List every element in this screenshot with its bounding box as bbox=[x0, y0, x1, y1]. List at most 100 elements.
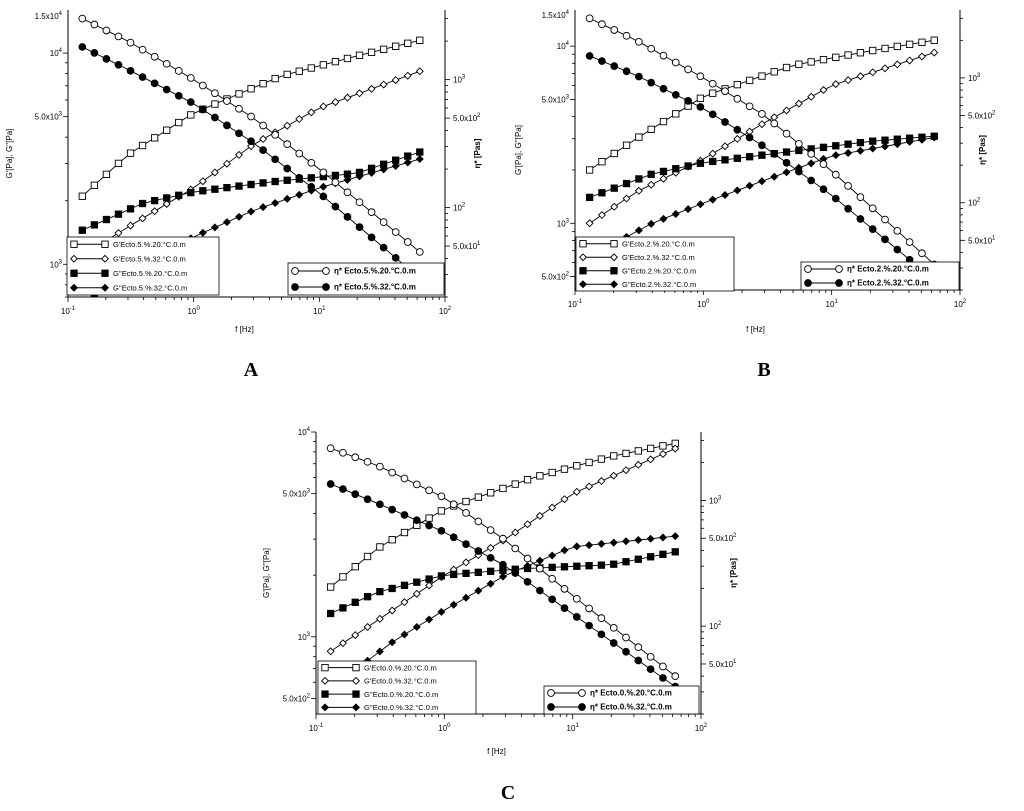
data-point bbox=[560, 563, 569, 571]
data-point bbox=[844, 148, 853, 157]
data-point bbox=[684, 162, 692, 170]
data-point bbox=[523, 554, 532, 563]
data-point bbox=[622, 141, 631, 149]
data-point bbox=[844, 51, 852, 59]
chart-panel-a: 10-1 100 101 102 1.5x104 104 5.0x103 103 103 5.0x… bbox=[5, 10, 482, 381]
data-point bbox=[647, 78, 656, 87]
data-point bbox=[331, 57, 340, 66]
data-point bbox=[844, 76, 853, 85]
data-point bbox=[138, 214, 147, 223]
data-point bbox=[795, 167, 803, 176]
data-point bbox=[223, 97, 231, 105]
y-tick-label: 1.5x104 bbox=[35, 11, 63, 21]
legend-moduli: G'Ecto.5.%.20.°C.0.m G'Ecto.5.%.32.°C.0.m… bbox=[66, 236, 220, 296]
data-point bbox=[363, 593, 372, 601]
data-point bbox=[175, 118, 183, 127]
legend-frame bbox=[287, 262, 445, 296]
data-point bbox=[597, 477, 606, 486]
data-point bbox=[425, 615, 434, 624]
data-point bbox=[893, 245, 902, 254]
data-point bbox=[376, 500, 384, 509]
data-point bbox=[869, 137, 877, 145]
data-point bbox=[585, 166, 594, 174]
x-tick-label: 100 bbox=[438, 723, 451, 733]
legend-viscosity: η* Ecto.5.%.20.°C.0.m η* Ecto.5.%.32.°C.0… bbox=[287, 262, 445, 296]
data-point bbox=[893, 60, 902, 69]
data-point bbox=[671, 548, 679, 556]
x-tick-label: 10-1 bbox=[568, 299, 583, 309]
data-point bbox=[622, 67, 631, 76]
data-point bbox=[560, 584, 569, 593]
data-point bbox=[223, 121, 231, 130]
data-point bbox=[339, 448, 347, 457]
data-point bbox=[474, 547, 483, 555]
data-point bbox=[598, 189, 606, 197]
data-point bbox=[351, 631, 360, 640]
data-point bbox=[367, 168, 376, 177]
data-point bbox=[391, 161, 400, 170]
y2-tick-label: 102 bbox=[968, 198, 981, 208]
data-point bbox=[150, 196, 159, 205]
data-point bbox=[634, 656, 643, 665]
data-point bbox=[905, 238, 914, 246]
data-point bbox=[338, 639, 347, 648]
data-point bbox=[585, 52, 594, 60]
data-point bbox=[376, 462, 384, 471]
data-point bbox=[412, 589, 421, 598]
data-point bbox=[671, 672, 680, 681]
data-point bbox=[355, 198, 364, 207]
data-point bbox=[597, 455, 606, 463]
data-point bbox=[211, 100, 219, 108]
data-point bbox=[339, 573, 347, 581]
data-point bbox=[283, 194, 292, 203]
data-point bbox=[363, 495, 372, 504]
data-point bbox=[425, 581, 434, 590]
data-point bbox=[536, 472, 544, 480]
data-point bbox=[400, 581, 409, 589]
series-3 bbox=[326, 548, 679, 618]
data-point bbox=[388, 536, 396, 544]
data-point bbox=[425, 514, 433, 522]
data-point bbox=[918, 38, 926, 46]
data-point bbox=[794, 99, 803, 108]
legend-marker bbox=[579, 253, 587, 262]
x-axis-title: f [Hz] bbox=[746, 325, 765, 334]
data-point bbox=[831, 170, 840, 179]
series-1 bbox=[326, 439, 679, 591]
data-point bbox=[597, 561, 606, 569]
data-point bbox=[597, 614, 606, 622]
data-point bbox=[391, 253, 400, 262]
data-point bbox=[326, 480, 335, 488]
data-point bbox=[486, 579, 495, 588]
data-point bbox=[635, 37, 643, 46]
data-point bbox=[610, 149, 618, 158]
data-point bbox=[175, 191, 183, 199]
data-point bbox=[403, 71, 412, 80]
legend-marker bbox=[835, 279, 843, 287]
legend-label: G''Ecto.2.%.20.°C.0.m bbox=[622, 266, 696, 275]
data-point bbox=[807, 92, 816, 101]
data-point bbox=[271, 155, 280, 164]
y-tick-label: 104 bbox=[50, 48, 63, 58]
data-point bbox=[437, 526, 446, 535]
data-point bbox=[832, 53, 840, 61]
data-point bbox=[745, 133, 754, 142]
data-point bbox=[295, 173, 304, 182]
data-point bbox=[708, 149, 717, 158]
data-point bbox=[881, 215, 889, 224]
data-point bbox=[733, 186, 742, 195]
data-point bbox=[186, 98, 195, 106]
data-point bbox=[733, 134, 742, 143]
data-point bbox=[235, 212, 243, 221]
data-point bbox=[343, 188, 352, 197]
chart-panel-b: 10-1 100 101 102 1.5x104 104 5.0x103 103 5.0x102… bbox=[514, 10, 996, 381]
data-point bbox=[671, 90, 680, 99]
data-point bbox=[198, 81, 207, 90]
data-point bbox=[671, 58, 680, 67]
y-tick-label: 104 bbox=[557, 41, 570, 51]
data-point bbox=[486, 553, 495, 562]
data-point bbox=[881, 235, 889, 244]
data-point bbox=[523, 520, 532, 529]
series-line bbox=[330, 483, 676, 688]
data-point bbox=[721, 118, 729, 126]
